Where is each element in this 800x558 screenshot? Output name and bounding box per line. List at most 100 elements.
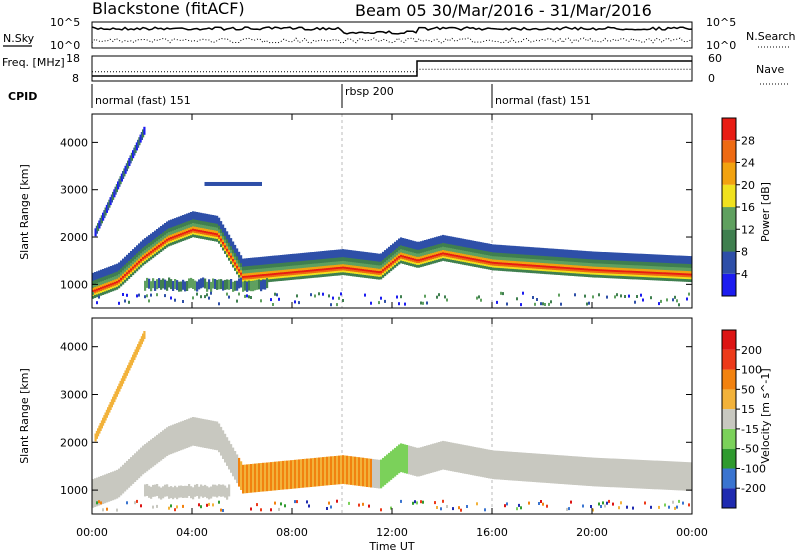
power-cell (314, 294, 316, 298)
velocity-cell (276, 461, 279, 491)
velocity-cell (358, 503, 360, 507)
velocity-cell (139, 338, 142, 347)
power-cell (604, 252, 607, 260)
velocity-cell (128, 459, 131, 488)
power-cell (338, 296, 340, 300)
velocity-cell (518, 503, 520, 507)
power-cell (256, 279, 259, 290)
power-cell (616, 293, 618, 297)
velocity-cell (620, 458, 623, 488)
velocity-cell (608, 458, 611, 488)
velocity-cell (400, 499, 402, 503)
velocity-cell (112, 396, 115, 405)
power-cell (586, 251, 589, 260)
power-cell (652, 254, 655, 263)
power-cell (628, 253, 631, 262)
velocity-cell (228, 440, 231, 470)
power-cell (100, 269, 103, 278)
power-cell (122, 293, 124, 296)
power-cell (624, 295, 626, 298)
velocity-cell (540, 453, 543, 483)
velocity-cell (152, 484, 155, 497)
velocity-cell (218, 423, 221, 453)
velocity-cell (516, 452, 519, 481)
power-cell (244, 294, 246, 298)
power-cell (144, 280, 147, 291)
power-cell (426, 301, 428, 305)
velocity-cell (176, 423, 179, 452)
power-cell (196, 281, 199, 292)
velocity-cell (200, 418, 203, 448)
power-cell (374, 253, 377, 262)
power-cell (672, 255, 675, 264)
power-cell (574, 250, 577, 259)
velocity-cell (636, 459, 639, 489)
velocity-cell (306, 458, 309, 488)
power-cell (338, 249, 341, 258)
velocity-cell (542, 454, 545, 483)
power-cell (504, 245, 507, 254)
power-cell (676, 299, 678, 303)
power-cell (294, 300, 296, 304)
velocity-cell (180, 421, 183, 451)
power-cell (126, 254, 129, 263)
velocity-cell (300, 459, 303, 488)
velocity-cell (222, 509, 224, 512)
velocity-cell (116, 469, 119, 499)
velocity-cell (158, 486, 161, 499)
power-cell (113, 189, 116, 198)
velocity-cell (114, 391, 117, 400)
power-cell (135, 142, 138, 151)
power-cell (520, 246, 523, 255)
power-cell (148, 278, 151, 289)
velocity-cell (434, 443, 437, 472)
power-cell (602, 252, 605, 260)
velocity-cell (446, 441, 449, 471)
velocity-cell (156, 504, 158, 508)
velocity-cell (186, 419, 189, 448)
cpid-label: CPID (8, 90, 37, 103)
power-cell (552, 248, 555, 257)
power-cell (196, 212, 199, 220)
power-cell (538, 247, 541, 256)
colorbar-swatch (722, 389, 736, 410)
velocity-cell (188, 484, 191, 496)
velocity-cell (350, 456, 353, 485)
velocity-cell (234, 451, 237, 480)
colorbar-tick-label: 200 (741, 344, 762, 357)
velocity-cell (258, 463, 261, 492)
power-cell (125, 163, 128, 172)
velocity-cell (434, 501, 436, 505)
velocity-cell (402, 443, 405, 473)
velocity-cell (174, 423, 177, 453)
velocity-cell (144, 484, 147, 497)
velocity-cell (384, 456, 387, 485)
power-cell (594, 251, 597, 260)
power-cell (240, 277, 243, 288)
power-cell (180, 215, 183, 224)
velocity-cell (646, 460, 649, 489)
velocity-cell (248, 464, 251, 493)
power-cell (420, 301, 422, 305)
power-cell (204, 295, 206, 299)
colorbar-tick-label: 20 (741, 179, 755, 192)
power-cell (148, 235, 151, 244)
power-cell (128, 158, 131, 166)
power-cell (378, 253, 381, 262)
velocity-cell (206, 503, 208, 507)
velocity-cell (476, 447, 479, 477)
power-cell (172, 281, 175, 291)
velocity-cell (680, 461, 683, 491)
velocity-cell (504, 504, 506, 508)
power-cell (502, 245, 505, 254)
velocity-cell (600, 458, 603, 487)
velocity-cell (348, 501, 350, 505)
power-cell (522, 291, 524, 295)
velocity-cell (330, 505, 332, 509)
velocity-cell (99, 423, 102, 431)
power-cell (98, 270, 101, 279)
velocity-cell (470, 446, 473, 475)
title-left: Blackstone (fitACF) (92, 0, 245, 18)
velocity-cell (368, 504, 370, 508)
power-cell (422, 240, 425, 249)
